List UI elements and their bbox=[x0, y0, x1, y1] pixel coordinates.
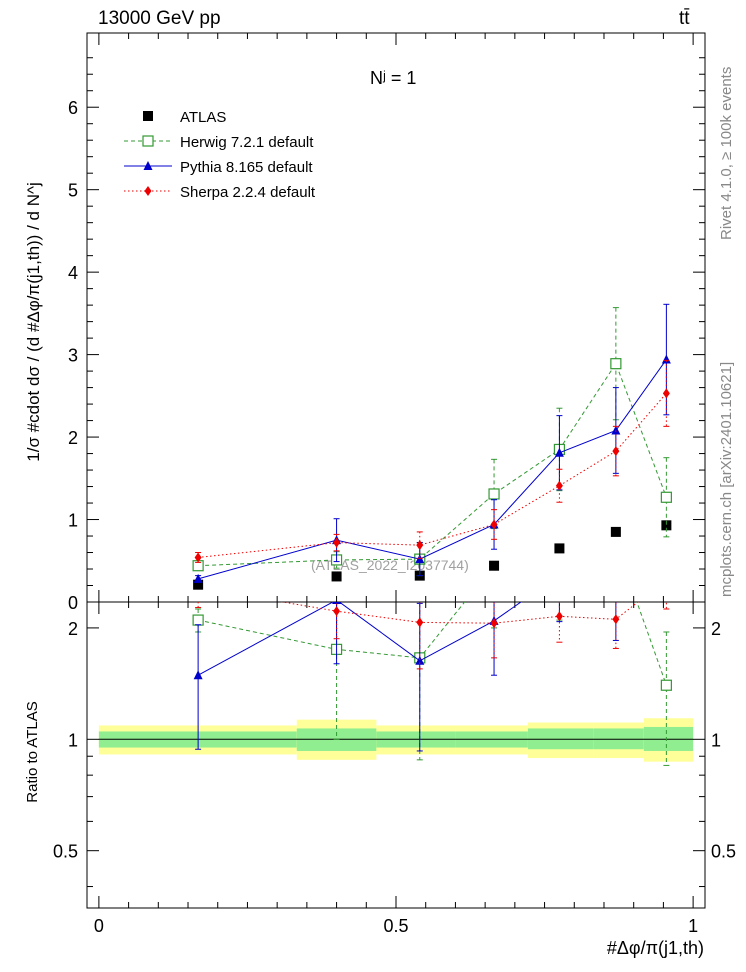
ratio-pythia-point bbox=[193, 670, 203, 680]
main-atlas-point bbox=[610, 526, 621, 537]
main-y-tick-label: 5 bbox=[68, 181, 78, 201]
ratio-y-tick-label-right: 1 bbox=[711, 730, 721, 750]
legend-label: Pythia 8.165 default bbox=[180, 159, 313, 176]
legend-marker bbox=[144, 186, 152, 196]
main-y-tick-label: 2 bbox=[68, 428, 78, 448]
ratio-y-tick-label-right: 0.5 bbox=[711, 842, 736, 862]
main-series-group bbox=[192, 303, 672, 590]
ratio-sherpa-point bbox=[555, 611, 563, 622]
ratio-herwig-point bbox=[611, 538, 621, 548]
ratio-pythia-point bbox=[662, 549, 671, 558]
ratio-bands bbox=[98, 718, 694, 762]
main-y-tick-label: 3 bbox=[68, 346, 78, 366]
x-tick-label: 0.5 bbox=[383, 916, 408, 936]
ratio-herwig-point bbox=[554, 566, 564, 576]
analysis-watermark: (ATLAS_2022_I2037744) bbox=[311, 557, 469, 573]
ratio-herwig-line bbox=[198, 602, 667, 686]
main-sherpa-point bbox=[333, 537, 341, 548]
main-atlas-point bbox=[331, 571, 342, 582]
main-atlas-point bbox=[193, 579, 204, 590]
legend-label: Sherpa 2.2.4 default bbox=[180, 184, 316, 201]
main-y-tick-label: 4 bbox=[68, 263, 78, 283]
axis-ticks: 0 1 2 3 4 5 6 0.5 0.5 1 1 2 2 0 0.5 1 bbox=[53, 33, 736, 936]
legend-label: ATLAS bbox=[180, 109, 226, 126]
ratio-pythia-point bbox=[332, 602, 342, 604]
ratio-y-tick-label-left: 0.5 bbox=[53, 842, 78, 862]
main-herwig-point bbox=[488, 488, 500, 500]
ratio-herwig-point bbox=[192, 614, 204, 626]
main-pythia-point bbox=[611, 425, 621, 435]
main-sherpa-point bbox=[612, 446, 620, 457]
main-y-tick-label: 1 bbox=[68, 511, 78, 531]
main-herwig-line bbox=[198, 362, 667, 567]
ratio-y-tick-label-right: 2 bbox=[711, 619, 721, 639]
legend: ATLAS Herwig 7.2.1 default Pythia 8.165 de… bbox=[124, 109, 316, 201]
ratio-herwig-point bbox=[660, 679, 672, 691]
main-herwig-point bbox=[660, 491, 672, 503]
main-sherpa-point bbox=[194, 552, 202, 563]
ratio-y-tick-label-left: 2 bbox=[68, 619, 78, 639]
ratio-y-tick-label-left: 1 bbox=[68, 730, 78, 750]
main-pythia-line bbox=[197, 359, 667, 580]
x-axis-title: #Δφ/π(j1,th) bbox=[606, 938, 704, 958]
njets-annotation: Nʲ = 1 bbox=[370, 68, 417, 88]
main-atlas-point bbox=[661, 520, 672, 531]
ratio-sherpa-point bbox=[490, 618, 498, 629]
data-series bbox=[192, 303, 672, 766]
ratio-pythia-point bbox=[611, 590, 620, 599]
ratio-sherpa-point bbox=[663, 575, 670, 585]
main-pythia-point bbox=[193, 573, 203, 583]
ratio-sherpa-point bbox=[612, 614, 620, 625]
main-pythia-point bbox=[661, 354, 671, 364]
legend-marker bbox=[143, 161, 153, 170]
legend-marker bbox=[143, 111, 153, 121]
ratio-sherpa-point bbox=[333, 606, 341, 617]
main-atlas-point bbox=[554, 543, 565, 554]
main-atlas-point bbox=[489, 560, 500, 571]
main-sherpa-point bbox=[490, 519, 498, 530]
ratio-series-group bbox=[192, 538, 672, 766]
main-y-tick-label: 6 bbox=[68, 98, 78, 118]
main-herwig-point bbox=[610, 358, 622, 370]
ratio-pythia-point bbox=[555, 570, 564, 579]
ratio-sherpa-point bbox=[416, 617, 424, 628]
main-sherpa-point bbox=[416, 540, 424, 551]
process-label: tt̄ bbox=[679, 8, 690, 29]
ratio-pythia-line bbox=[197, 602, 522, 676]
main-sherpa-point bbox=[555, 480, 563, 491]
x-tick-label: 1 bbox=[688, 916, 698, 936]
ratio-pythia-point bbox=[415, 655, 425, 665]
main-sherpa-point bbox=[662, 388, 670, 399]
ratio-sherpa-line bbox=[279, 602, 639, 624]
energy-label: 13000 GeV pp bbox=[98, 8, 221, 29]
legend-marker bbox=[142, 135, 154, 147]
main-y-tick-label: 0 bbox=[68, 593, 78, 613]
x-tick-label: 0 bbox=[94, 916, 104, 936]
legend-label: Herwig 7.2.1 default bbox=[180, 134, 314, 151]
main-pythia-point bbox=[554, 447, 564, 457]
main-sherpa-line bbox=[198, 393, 667, 558]
